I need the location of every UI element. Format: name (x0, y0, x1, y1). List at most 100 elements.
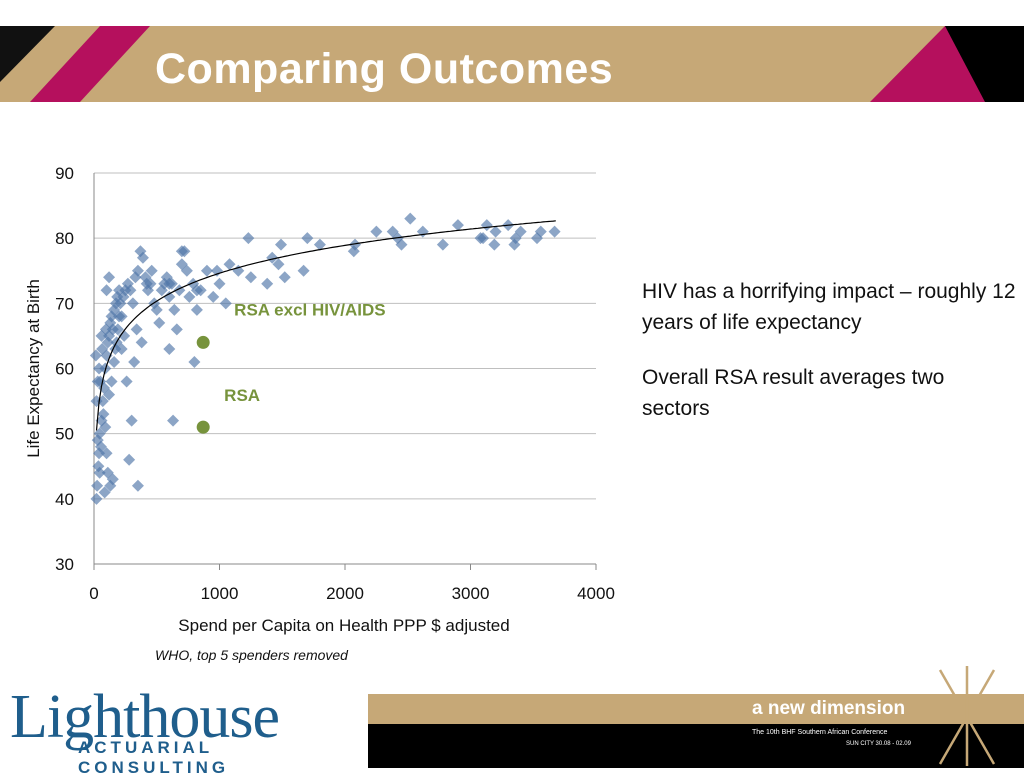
data-point (115, 342, 128, 355)
data-point (261, 277, 274, 290)
footer-line2: a new dimension (752, 698, 906, 719)
data-point (118, 329, 131, 342)
data-point (105, 375, 118, 388)
data-point (96, 395, 109, 408)
data-point (140, 277, 153, 290)
y-tick-label: 30 (55, 555, 74, 574)
data-point (124, 284, 137, 297)
data-point (272, 258, 285, 271)
data-point (128, 355, 141, 368)
data-point (91, 375, 104, 388)
star-logo-icon (938, 666, 996, 766)
data-point (150, 303, 163, 316)
data-point (134, 245, 147, 258)
rsa-point (196, 335, 210, 349)
data-point (120, 375, 133, 388)
data-point (223, 258, 236, 271)
data-point (207, 290, 220, 303)
lighthouse-logo: Lighthouse ACTUARIAL CONSULTING (0, 683, 368, 777)
y-tick-label: 60 (55, 360, 74, 379)
data-point (183, 290, 196, 303)
data-point (135, 336, 148, 349)
data-point (190, 303, 203, 316)
data-point (163, 342, 176, 355)
y-tick-label: 40 (55, 490, 74, 509)
data-point (93, 362, 106, 375)
data-point (103, 388, 116, 401)
data-point (531, 232, 544, 245)
data-point (126, 297, 139, 310)
data-point (94, 440, 107, 453)
x-tick-label: 0 (89, 584, 98, 603)
data-point (106, 473, 119, 486)
data-point (153, 316, 166, 329)
data-point (130, 323, 143, 336)
data-point (416, 225, 429, 238)
data-point (313, 238, 326, 251)
footer-line3: The 10th BHF Southern African Conference (752, 729, 888, 736)
y-tick-label: 80 (55, 229, 74, 248)
data-point (370, 225, 383, 238)
data-point (90, 492, 103, 505)
y-tick-label: 70 (55, 294, 74, 313)
data-point (534, 225, 547, 238)
rsa-point (196, 420, 210, 434)
data-point (141, 284, 154, 297)
data-point (266, 251, 279, 264)
data-point (297, 264, 310, 277)
data-point (163, 277, 176, 290)
data-point (395, 238, 408, 251)
page-title: Comparing Outcomes (155, 45, 614, 93)
data-point (98, 486, 111, 499)
data-point (168, 303, 181, 316)
rsa-point-label: RSA excl HIV/AIDS (234, 300, 385, 319)
bullet-list: HIV has a horrifying impact – roughly 12… (642, 276, 1017, 448)
data-point (349, 238, 362, 251)
x-tick-label: 2000 (326, 584, 364, 603)
data-point (178, 245, 191, 258)
data-point (99, 421, 112, 434)
data-point (278, 271, 291, 284)
data-point (404, 212, 417, 225)
y-tick-label: 90 (55, 164, 74, 183)
scatter-chart: 30 40 50 60 70 80 90 0 1000 2000 3000 4000 Life Exp… (24, 164, 615, 635)
data-point (111, 323, 124, 336)
data-point (123, 453, 136, 466)
data-point (125, 414, 138, 427)
data-point (489, 225, 502, 238)
rsa-point-label: RSA (224, 386, 260, 405)
data-point (100, 447, 113, 460)
data-point (100, 284, 113, 297)
data-point (93, 427, 106, 440)
data-point (548, 225, 561, 238)
data-point (477, 232, 490, 245)
source-note: WHO, top 5 spenders removed (155, 647, 348, 663)
data-point (173, 284, 186, 297)
title-banner: Comparing Outcomes (0, 0, 1024, 102)
data-point (97, 408, 110, 421)
conference-footer-graphic (368, 666, 1024, 768)
footer-line4: SUN CITY 30.08 - 02.09 (846, 741, 911, 747)
data-point (129, 271, 142, 284)
data-point (242, 232, 255, 245)
data-point (200, 264, 213, 277)
data-point (188, 355, 201, 368)
trendline (95, 220, 556, 431)
data-point (145, 264, 158, 277)
data-point (190, 284, 203, 297)
logo-name: Lighthouse (10, 683, 280, 751)
data-point (91, 479, 104, 492)
data-point (213, 277, 226, 290)
data-point (509, 232, 522, 245)
data-point (96, 342, 109, 355)
data-point (210, 264, 223, 277)
data-point (436, 238, 449, 251)
data-point (131, 479, 144, 492)
data-point (117, 290, 130, 303)
bullet-rsa-average: Overall RSA result averages two sectors (642, 366, 945, 420)
data-point (93, 466, 106, 479)
data-point (170, 323, 183, 336)
data-point (163, 290, 176, 303)
x-tick-label: 4000 (577, 584, 615, 603)
y-tick-label: 50 (55, 425, 74, 444)
